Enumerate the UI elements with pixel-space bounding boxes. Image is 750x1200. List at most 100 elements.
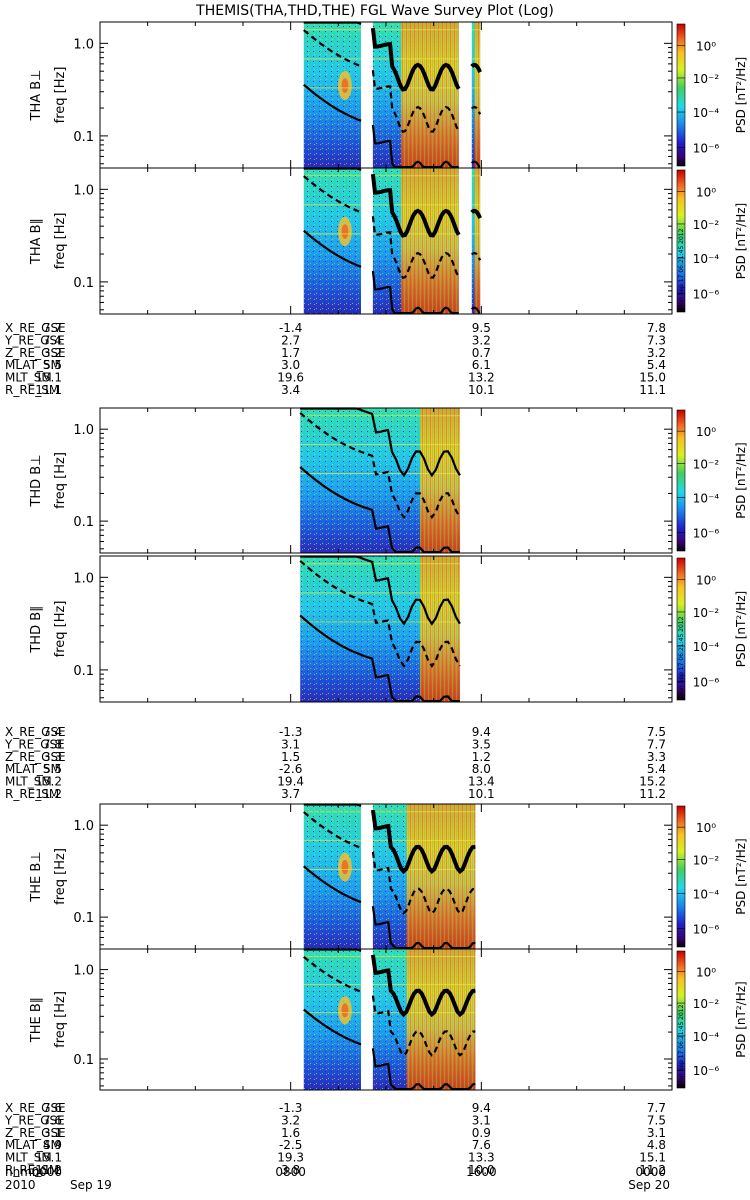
panel-yunit: freq [Hz] (53, 67, 68, 124)
ephemeris-row-name: MLAT_SM (5, 762, 61, 776)
gyrofrequency-curve (471, 106, 482, 115)
gyrofrequency-curve (471, 160, 481, 169)
ephemeris-row-name: X_RE_GSE (5, 725, 66, 739)
spectrogram-striation (401, 22, 459, 168)
colorbar-label: PSD [nT²/Hz] (734, 838, 748, 914)
ephemeris-value: 3.0 (281, 358, 300, 372)
gyrofrequency-curve (303, 955, 362, 993)
ephemeris-value: 19.3 (277, 1151, 304, 1165)
panel-thd-par: 1.0 0.1 THD B∥ freq [Hz] 10⁰ 10⁻² 10⁻⁴ 10⁻⁶ PSD … (29, 555, 748, 703)
colorbar-tick-label: 10⁻⁴ (693, 491, 720, 505)
ephemeris-value: 7.4 (43, 725, 62, 739)
spectrogram-segment (299, 407, 461, 554)
panel-ylabel: THA B⊥ (29, 70, 44, 122)
gyrofrequency-curve (470, 62, 482, 73)
ephemeris-value: 7.7 (647, 1101, 666, 1115)
ephemeris-value: 10.1 (468, 787, 495, 801)
gyrofrequency-curve (370, 27, 461, 92)
gyrofrequency-curve (303, 83, 362, 122)
ephemeris-value: 15.1 (35, 1151, 62, 1165)
ephemeris-row-name: Y_RE_GSE (4, 333, 65, 347)
time-tick-label: 0000 (635, 1165, 666, 1179)
spectrogram-striation (474, 22, 481, 168)
y-tick-label: 1.0 (73, 964, 94, 979)
colorbar-tick-label: 10⁻⁴ (693, 1030, 720, 1044)
gyrofrequency-curve (299, 412, 461, 520)
ephemeris-value: 10.1 (468, 383, 495, 397)
colorbar-label: PSD [nT²/Hz] (734, 57, 748, 133)
colorbar-tick-label: 10⁰ (696, 425, 716, 439)
ephemeris-value: 5.5 (43, 762, 62, 776)
ephemeris-value: 19.6 (277, 371, 304, 385)
colorbar-tick-label: 10⁻² (693, 72, 720, 86)
gyrofrequency-curve (371, 906, 476, 950)
y-tick-label: 0.1 (73, 130, 94, 145)
ephemeris-value: 1.2 (472, 750, 491, 764)
colorbar-tick-label: 10⁻⁴ (693, 640, 720, 654)
gyrofrequency-curve (370, 809, 476, 875)
panel-ylabel: THD B⊥ (29, 454, 44, 507)
ephemeris-value: 11.2 (35, 1163, 62, 1177)
ephemeris-value: 19.4 (277, 775, 304, 789)
ephemeris-value: -2.6 (279, 762, 302, 776)
spectrogram-striation (419, 556, 460, 702)
ephemeris-row-name: R_RE_SM (5, 787, 59, 801)
spectrogram-segment (303, 948, 362, 1090)
panel-the-perp: 1.0 0.1 THE B⊥ freq [Hz] 10⁰ 10⁻² 10⁻⁴ 10⁻⁶ PSD … (29, 803, 748, 950)
colorbar-label: PSD [nT²/Hz] (734, 981, 748, 1057)
ephemeris-value: 5.4 (647, 358, 666, 372)
ephemeris-value: 7.5 (647, 725, 666, 739)
ephemeris-value: 1.5 (281, 750, 300, 764)
gyrofrequency-curve (303, 1008, 362, 1046)
ephemeris-row-name: X_RE_GSE (5, 1101, 66, 1115)
spectrogram-segment (303, 167, 362, 314)
colorbar (676, 950, 686, 1089)
ephemeris-row-name: MLT_SM (5, 1151, 52, 1165)
ephemeris-value: 3.4 (281, 383, 300, 397)
ephemeris-row-name: Z_RE_GSE (5, 1126, 66, 1140)
ephemeris-value: 3.3 (647, 750, 666, 764)
panel-ylabel: THA B∥ (29, 218, 44, 265)
panels: 1.0 0.1 THA B⊥ freq [Hz] 10⁰ 10⁻² 10⁻⁴ 10⁻⁶ PSD … (29, 21, 748, 1091)
ephemeris-value: 15.0 (639, 371, 666, 385)
date-label: Sep 19 (70, 1178, 112, 1192)
gyrofrequency-curve (303, 175, 362, 214)
panel-yunit: freq [Hz] (53, 848, 68, 905)
ephemeris-row-name: MLT_SM (5, 775, 52, 789)
ephemeris-value: 7.6 (472, 1138, 491, 1152)
panel-yunit: freq [Hz] (53, 452, 68, 509)
ephemeris-value: 5.5 (43, 358, 62, 372)
ephemeris-row-name: Y_RE_GSE (4, 1113, 65, 1127)
ephemeris-row-name: Z_RE_GSE (5, 750, 66, 764)
gyrofrequency-curve (370, 954, 476, 1018)
ephemeris-value: 15.1 (639, 1151, 666, 1165)
ephemeris-value: 3.2 (647, 346, 666, 360)
y-tick-label: 0.1 (73, 1053, 94, 1068)
spectrogram-texture (303, 22, 361, 168)
ephemeris-value: 5.4 (647, 762, 666, 776)
ephemeris-value: 11.1 (639, 383, 666, 397)
ephemeris-value: 10.0 (468, 1163, 495, 1177)
spectrogram-segment (299, 555, 461, 703)
ephemeris-value: 7.8 (43, 737, 62, 751)
ephemeris-value: 3.1 (281, 737, 300, 751)
ephemeris-row-name: Z_RE_GSE (5, 346, 66, 360)
colorbar-tick-label: 10⁻⁶ (693, 676, 720, 690)
ephemeris-value: 13.3 (468, 1151, 495, 1165)
ephemeris-value: 3.2 (472, 333, 491, 347)
ephemeris-value: 7.3 (647, 333, 666, 347)
panel-tha-perp: 1.0 0.1 THA B⊥ freq [Hz] 10⁰ 10⁻² 10⁻⁴ 10⁻⁶ PSD … (29, 21, 748, 169)
ephemeris-value: 15.2 (639, 775, 666, 789)
colorbar-label: PSD [nT²/Hz] (734, 203, 748, 279)
ephemeris-row-name: R_RE_SM (5, 1163, 59, 1177)
colorbar-tick-label: 10⁻⁶ (693, 288, 720, 302)
ephemeris-row-name: MLAT_SM (5, 358, 61, 372)
y-tick-label: 0.1 (73, 515, 94, 530)
gyrofrequency-curve (371, 851, 476, 915)
gyrofrequency-curve (371, 1048, 476, 1091)
ephemeris-row-name: MLAT_SM (5, 1138, 61, 1152)
colorbar-tick-label: 10⁰ (696, 821, 716, 835)
